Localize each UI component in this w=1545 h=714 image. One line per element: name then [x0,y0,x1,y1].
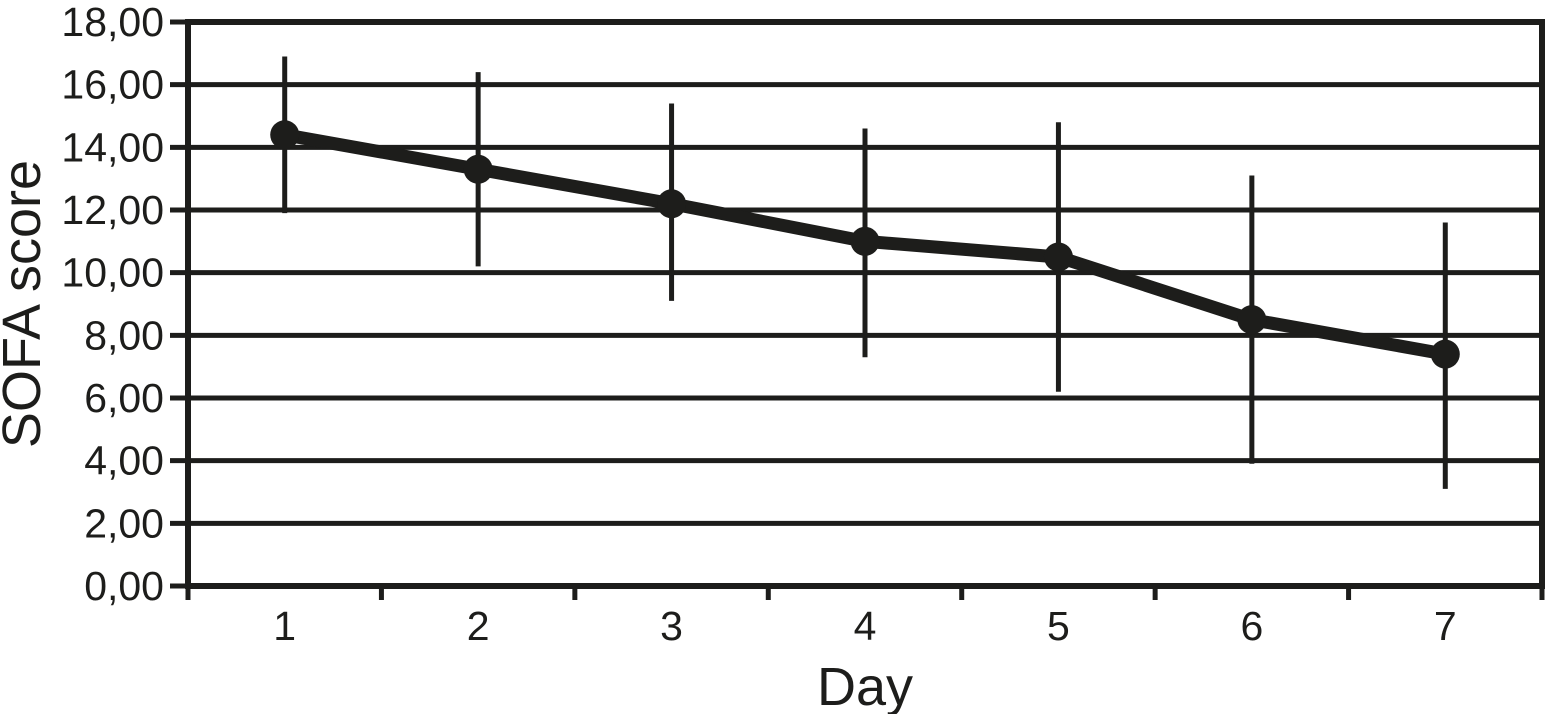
y-tick-label: 0,00 [84,563,164,609]
y-axis-title: SOFA score [0,160,52,448]
y-tick-label: 10,00 [61,250,164,296]
x-tick-labels: 1 2 3 4 5 6 7 [273,603,1456,649]
y-tick-labels: 0,00 2,00 4,00 6,00 8,00 10,00 12,00 14,00 16,00… [61,0,164,609]
data-point-day-6 [1237,305,1267,335]
y-tick-label: 12,00 [61,187,164,233]
data-point-day-4 [850,226,880,256]
data-point-day-5 [1043,242,1073,272]
x-tick-label: 2 [467,603,490,649]
y-tick-label: 14,00 [61,124,164,170]
data-point-day-2 [463,154,493,184]
y-tick-label: 2,00 [84,500,164,546]
data-point-day-3 [657,189,687,219]
y-tick-label: 8,00 [84,312,164,358]
y-tick-label: 6,00 [84,375,164,421]
x-tick-label: 3 [660,603,683,649]
x-tick-label: 6 [1240,603,1263,649]
data-points [270,120,1460,369]
data-point-day-7 [1430,339,1460,369]
x-tick-label: 4 [854,603,877,649]
y-tick-label: 18,00 [61,0,164,45]
plot-border [185,19,1545,589]
x-axis-title: Day [817,657,913,714]
x-tick-label: 5 [1047,603,1070,649]
data-point-day-1 [270,120,300,150]
x-tick-label: 1 [273,603,296,649]
x-tick-label: 7 [1434,603,1457,649]
y-tick-label: 4,00 [84,438,164,484]
y-tick-label: 16,00 [61,62,164,108]
